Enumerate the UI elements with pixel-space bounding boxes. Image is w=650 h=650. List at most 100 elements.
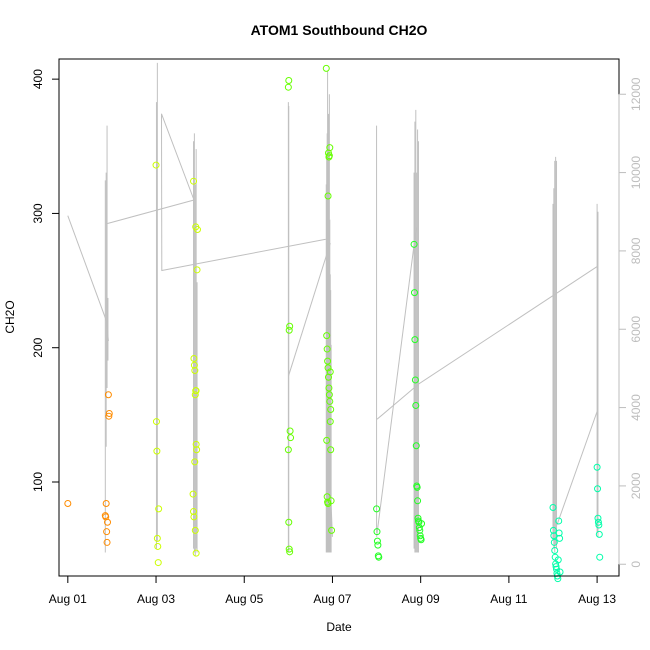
y-tick-label: 400 [31,69,45,89]
data-point [324,364,332,372]
data-point [593,463,601,471]
plot-frame [58,58,620,577]
data-point [154,542,162,550]
data-point [596,553,604,561]
data-point [191,391,199,399]
y-axis: 100 200 300 400 [31,69,60,492]
data-point [326,418,334,426]
y2-tick-label: 2000 [629,472,643,499]
data-point [153,534,161,542]
data-point [323,332,331,340]
data-point [286,548,294,556]
x-tick-label: Aug 01 [49,592,87,606]
data-point [322,64,330,72]
data-point [414,497,422,505]
data-point [192,549,200,557]
data-point [190,513,198,521]
data-point [414,514,422,522]
data-point [594,518,602,526]
data-point [412,442,420,450]
x-tick-label: Aug 07 [313,592,351,606]
chart-title: ATOM1 Southbound CH2O [251,22,428,38]
data-point [326,397,334,405]
data-point [555,529,563,537]
data-point [549,504,557,512]
data-point [286,322,294,330]
data-point [193,266,201,274]
data-point [413,483,421,491]
y2-tick-label: 6000 [629,316,643,343]
secondary-line-segment [287,242,331,377]
x-tick-label: Aug 09 [402,592,440,606]
data-point [287,434,295,442]
x-tick-label: Aug 05 [225,592,263,606]
data-point [417,536,425,544]
data-point [284,446,292,454]
y2-tick-label: 4000 [629,394,643,421]
data-point [155,505,163,513]
y2-tick-label: 10000 [629,156,643,190]
data-point [103,538,111,546]
data-point [551,546,559,554]
data-point [323,493,331,501]
data-point [549,526,557,534]
y2-axis: 0 2000 4000 6000 8000 10000 12000 [618,77,643,568]
secondary-line-segment [376,266,598,420]
data-point [594,514,602,522]
y2-tick-label: 8000 [629,237,643,264]
data-point [326,368,334,376]
data-point [418,520,426,528]
data-point [284,83,292,91]
data-point [550,538,558,546]
data-point [375,553,383,561]
data-point [286,427,294,435]
data-point [189,508,197,516]
data-point [410,289,418,297]
x-axis: Aug 01 Aug 03 Aug 05 Aug 07 Aug 09 Aug 11 Aug … [49,575,616,606]
data-point [152,418,160,426]
data-point [64,499,72,507]
data-point [325,384,333,392]
data-point [415,524,423,532]
data-point [594,485,602,493]
data-point [192,387,200,395]
data-point [152,161,160,169]
y-tick-label: 100 [31,472,45,492]
x-tick-label: Aug 13 [578,592,616,606]
data-point [411,336,419,344]
data-point [323,436,331,444]
data-point [285,76,293,84]
data-point [373,537,381,545]
data-point [327,405,335,413]
data-point [154,559,162,567]
data-point [416,526,424,534]
data-point [189,490,197,498]
data-point [285,518,293,526]
data-point [555,517,563,525]
y-tick-label: 300 [31,203,45,223]
secondary-line-segment [556,411,598,526]
data-point [191,367,199,375]
secondary-line-segment [107,113,326,272]
data-point [324,192,332,200]
data-point [550,532,558,540]
secondary-line-segment [67,215,109,342]
data-point [325,391,333,399]
data-point [190,354,198,362]
data-point [104,518,112,526]
data-point [374,541,382,549]
data-point [556,534,564,542]
x-tick-label: Aug 03 [137,592,175,606]
data-point [412,401,420,409]
y-tick-label: 200 [31,337,45,357]
data-point [554,556,562,564]
data-point [326,144,334,152]
secondary-series-layer [67,62,599,557]
data-point [325,152,333,160]
data-point [324,357,332,365]
data-point [191,458,199,466]
data-point [410,240,418,248]
x-axis-label: Date [326,620,352,634]
y2-tick-label: 12000 [629,77,643,111]
